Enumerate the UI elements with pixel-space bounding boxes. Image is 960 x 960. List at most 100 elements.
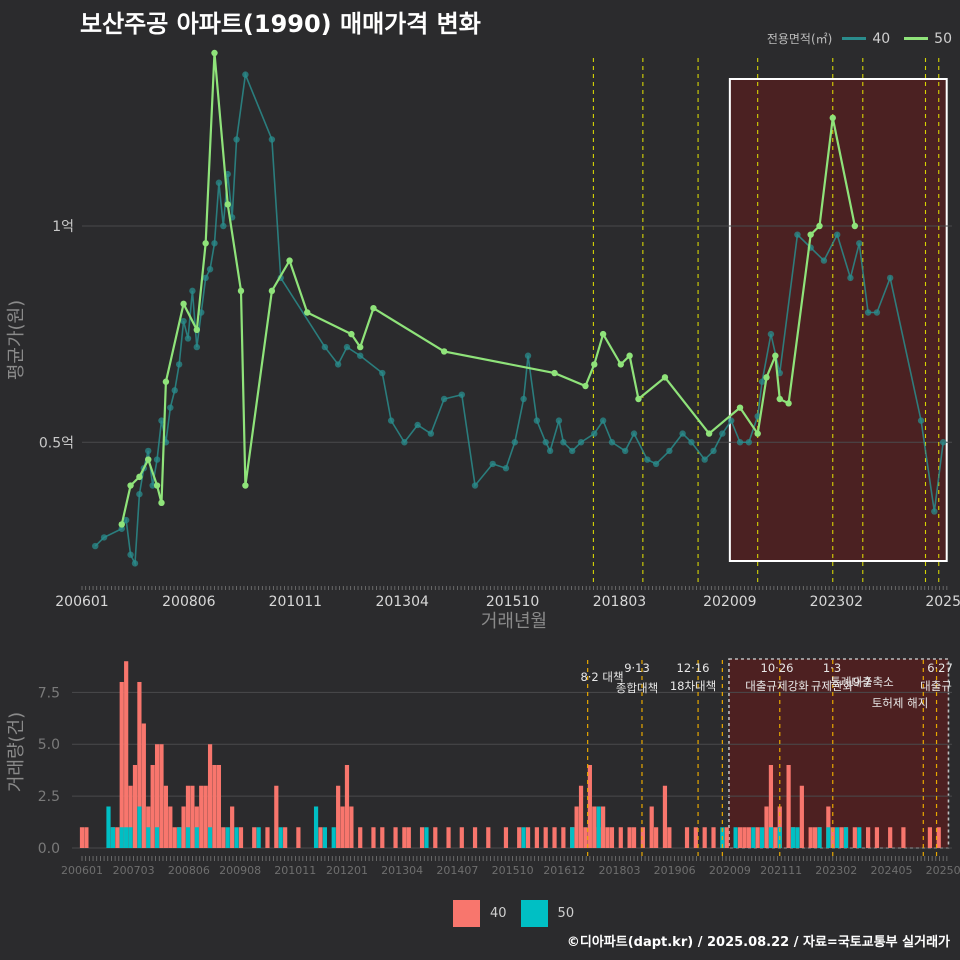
point-40: [569, 447, 576, 455]
point-40: [343, 343, 351, 351]
point-40: [471, 482, 479, 489]
point-50: [736, 404, 744, 411]
point-50: [763, 374, 770, 381]
point-40: [652, 460, 660, 468]
point-40: [758, 378, 766, 385]
bar-50: [256, 827, 261, 848]
point-40: [268, 136, 276, 143]
point-40: [533, 417, 541, 424]
point-50: [635, 395, 642, 403]
point-40: [122, 516, 130, 524]
bar-50: [137, 806, 142, 848]
bar-40: [684, 827, 690, 848]
point-50: [180, 300, 187, 308]
bar-40: [419, 827, 425, 848]
y-tick-label-volume: 7.5: [38, 685, 60, 701]
bar-50: [331, 827, 336, 848]
price-panel: 0.5억 1억 200601 200806 201011 201304 201510 2018…: [39, 49, 960, 610]
bar-40: [662, 785, 668, 848]
y-axis-label-volume: 거래량(건): [6, 712, 27, 792]
policy-sublabel: 대출규: [920, 679, 952, 693]
bar-40: [318, 827, 323, 848]
policy-sublabel: 18차대책: [670, 679, 716, 693]
point-50: [357, 343, 364, 351]
point-40: [167, 404, 174, 411]
point-40: [211, 240, 218, 247]
bar-50: [733, 827, 738, 848]
bar-40: [459, 827, 464, 848]
bar-40: [132, 764, 138, 848]
x-axis-label: 거래년월: [481, 611, 547, 632]
point-40: [440, 395, 448, 403]
bar-50: [278, 827, 283, 848]
x-tick-label-volume: 20250: [926, 864, 960, 877]
point-50: [304, 309, 311, 316]
point-50: [286, 257, 293, 264]
bar-40: [927, 827, 933, 848]
bar-40: [168, 806, 173, 848]
point-50: [785, 400, 792, 407]
bar-40: [583, 827, 588, 848]
x-tick-label-volume: 201510: [492, 864, 534, 877]
point-50: [772, 352, 779, 359]
bar-40: [574, 806, 579, 848]
bar-40: [150, 764, 155, 848]
bar-40: [252, 827, 257, 848]
bar-40: [649, 806, 654, 848]
point-40: [917, 417, 925, 424]
point-40: [92, 542, 99, 550]
bar-40: [119, 681, 124, 848]
policy-sublabel: 대출규제강화: [745, 679, 809, 693]
point-50: [582, 382, 589, 390]
bar-40: [812, 827, 818, 848]
legend-box-50: [520, 900, 548, 927]
bar-40: [154, 744, 160, 848]
point-50: [776, 395, 783, 403]
x-tick-label: 202302: [810, 594, 863, 610]
bar-40: [137, 681, 142, 848]
bar-50: [760, 827, 765, 848]
policy-label: 8·2 대책: [580, 670, 623, 684]
point-40: [591, 430, 598, 437]
point-50: [237, 287, 245, 295]
point-40: [193, 343, 201, 351]
x-tick-label-volume: 202302: [815, 864, 857, 877]
volume-legend: 40 50: [453, 900, 588, 927]
bar-40: [640, 827, 645, 848]
bar-40: [865, 827, 871, 848]
point-40: [136, 490, 143, 498]
point-40: [710, 447, 717, 455]
bar-50: [207, 827, 213, 848]
bar-40: [472, 827, 478, 848]
bar-40: [274, 785, 279, 848]
point-40: [520, 395, 527, 403]
point-50: [440, 348, 448, 355]
bar-40: [773, 827, 778, 848]
bar-40: [605, 827, 610, 848]
point-40: [489, 460, 496, 468]
bar-40: [486, 827, 491, 848]
bar-40: [874, 827, 880, 848]
point-40: [184, 335, 192, 342]
bar-50: [106, 806, 111, 848]
bar-40: [181, 806, 186, 848]
bar-40: [667, 827, 672, 848]
bar-40: [283, 827, 288, 848]
point-50: [851, 222, 859, 230]
bar-40: [627, 827, 632, 848]
x-tick-label-volume: 201011: [274, 864, 316, 877]
x-tick-label: 201304: [375, 594, 429, 610]
point-50: [224, 201, 231, 208]
bar-40: [336, 785, 341, 848]
bar-50: [194, 827, 199, 848]
y-tick-label-volume: 5.0: [38, 737, 60, 753]
point-40: [560, 439, 567, 446]
point-50: [348, 330, 355, 338]
point-40: [847, 274, 854, 282]
bar-40: [128, 785, 133, 848]
point-40: [401, 439, 408, 446]
point-50: [153, 482, 161, 489]
point-40: [555, 417, 563, 424]
x-tick-label: 201510: [486, 594, 539, 610]
point-50: [599, 330, 607, 338]
